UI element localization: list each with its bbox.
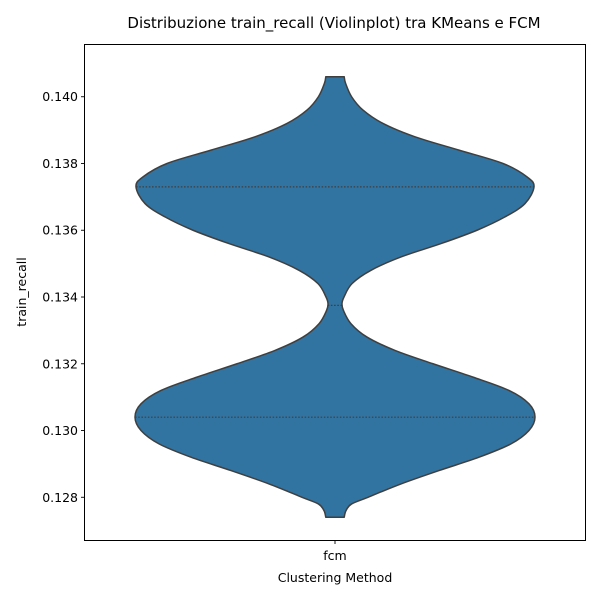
y-tick-label: 0.140 (42, 89, 78, 104)
y-tick-label: 0.130 (42, 423, 78, 438)
violin-body (134, 75, 536, 519)
x-axis-label: Clustering Method (278, 570, 393, 585)
y-tick-label: 0.132 (42, 356, 78, 371)
y-tick-label: 0.136 (42, 223, 78, 238)
x-tick-label: fcm (323, 548, 346, 563)
y-tick-label: 0.128 (42, 490, 78, 505)
y-tick-label: 0.134 (42, 290, 78, 305)
chart-title: Distribuzione train_recall (Violinplot) … (127, 14, 540, 33)
y-axis-label: train_recall (14, 257, 29, 326)
y-tick-label: 0.138 (42, 156, 78, 171)
